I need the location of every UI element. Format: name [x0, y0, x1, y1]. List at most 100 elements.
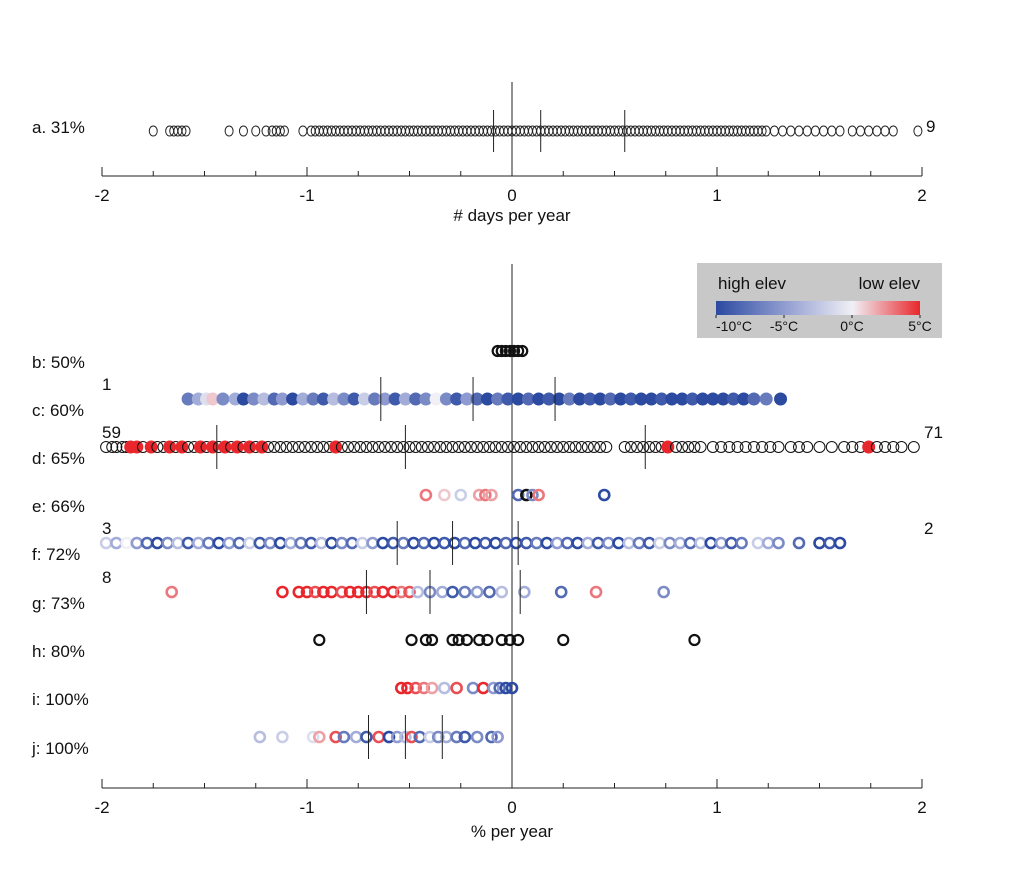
left-outlier-count: 59: [102, 423, 121, 442]
data-point: [397, 441, 410, 453]
row-label: h: 80%: [32, 642, 85, 661]
row-d: d: 65% 59 71: [32, 423, 943, 469]
data-point: [181, 125, 191, 137]
data-point: [554, 585, 568, 599]
data-point: [512, 344, 525, 358]
data-point: [390, 730, 404, 744]
data-point: [495, 633, 508, 647]
data-point: [870, 441, 883, 453]
data-point: [499, 536, 513, 550]
data-point: [276, 730, 289, 744]
row-b: b: 50%: [32, 344, 529, 372]
data-point: [612, 536, 625, 550]
data-point: [618, 441, 631, 453]
data-point: [222, 536, 236, 550]
data-point: [368, 585, 381, 599]
data-point: [530, 536, 543, 550]
row-c: c: 60% 1: [32, 375, 788, 421]
data-point: [501, 441, 514, 453]
x-axis-label-a: # days per year: [453, 206, 571, 225]
data-point: [394, 585, 408, 599]
data-point: [251, 125, 261, 137]
data-point: [813, 536, 826, 550]
data-point: [653, 536, 666, 550]
data-point: [391, 441, 404, 453]
row-h: h: 80%: [32, 633, 701, 661]
data-point: [438, 681, 451, 695]
data-point: [688, 441, 701, 453]
x-tick-label: 1: [712, 186, 721, 205]
data-point: [212, 536, 226, 550]
data-point: [792, 536, 806, 550]
data-point: [602, 536, 615, 550]
data-point: [360, 441, 373, 453]
x-tick-label: 1: [712, 798, 721, 817]
data-point: [761, 536, 775, 550]
data-point: [130, 536, 144, 550]
data-point: [311, 441, 324, 453]
data-point: [589, 585, 603, 599]
legend-tick-label: -5°C: [770, 318, 798, 334]
data-point: [735, 536, 748, 550]
panel-b-rows: b: 50% c: 60% 1 d: 65% 59 71 e: 66% f: 72% 3 2 g: …: [31, 344, 943, 759]
data-point: [772, 441, 785, 453]
data-point: [794, 125, 804, 137]
data-point: [471, 441, 484, 453]
data-point: [458, 536, 472, 550]
data-point: [415, 441, 428, 453]
data-point: [342, 441, 354, 453]
data-point: [485, 488, 498, 502]
data-point: [520, 488, 533, 502]
data-point: [411, 585, 425, 599]
x-tick-label: -2: [94, 798, 109, 817]
data-point: [472, 488, 486, 502]
data-point: [438, 488, 451, 502]
data-point: [233, 536, 246, 550]
data-point: [325, 536, 338, 550]
x-tick-label: 2: [917, 186, 926, 205]
data-point: [202, 536, 215, 550]
data-point: [888, 125, 898, 137]
data-point: [477, 441, 490, 453]
data-point: [756, 441, 769, 453]
data-point: [731, 441, 744, 453]
left-outlier-count: 3: [102, 519, 111, 538]
data-point: [337, 730, 351, 744]
data-point: [382, 730, 396, 744]
data-point: [532, 488, 545, 502]
data-point: [435, 585, 449, 599]
data-point: [454, 488, 468, 502]
data-point: [460, 633, 473, 647]
data-point: [276, 585, 289, 599]
data-point: [329, 440, 343, 454]
data-point: [479, 536, 492, 550]
data-point: [813, 441, 826, 453]
data-point: [120, 536, 133, 550]
data-point: [298, 125, 308, 137]
data-point: [421, 441, 434, 453]
data-point: [417, 681, 431, 695]
panel-a: a. 31% 9 -2 -1 0 1 2 # days per year: [32, 82, 935, 225]
data-point: [563, 441, 576, 453]
data-point: [468, 536, 482, 550]
data-point: [571, 536, 584, 550]
data-point: [450, 730, 463, 744]
data-point: [879, 441, 892, 453]
data-point: [581, 441, 594, 453]
data-point: [452, 441, 465, 453]
data-point: [487, 681, 500, 695]
data-point: [801, 441, 814, 453]
data-point: [274, 536, 287, 550]
data-point: [224, 125, 234, 137]
legend-box: [697, 263, 942, 338]
data-point: [280, 441, 293, 453]
data-point: [407, 536, 420, 550]
data-point: [148, 125, 158, 137]
panel-a-quantiles: [493, 110, 626, 152]
data-point: [403, 441, 416, 453]
data-point: [823, 536, 837, 550]
data-point: [470, 730, 484, 744]
data-point: [786, 125, 796, 137]
data-point: [499, 681, 513, 695]
